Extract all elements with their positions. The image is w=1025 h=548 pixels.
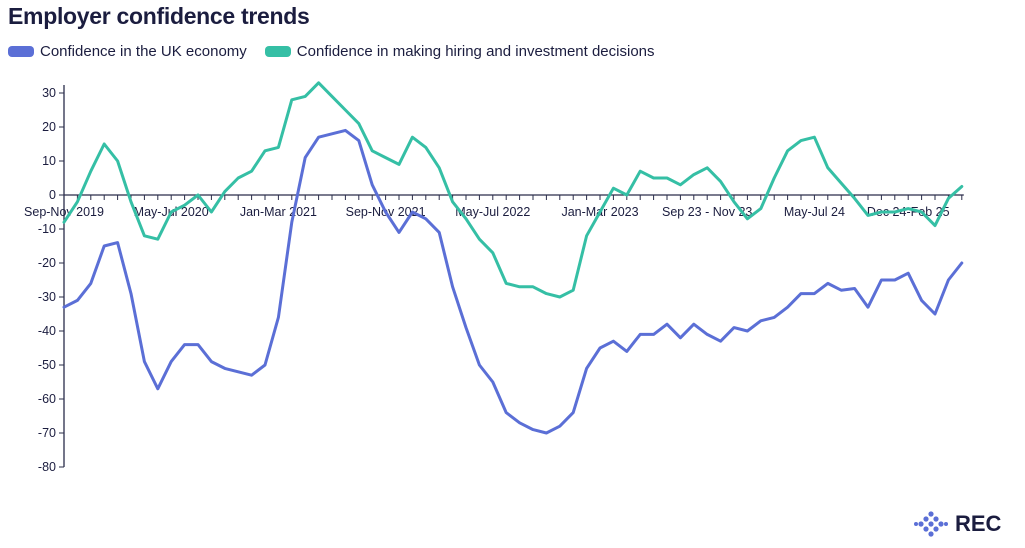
y-tick-label: -10: [38, 222, 56, 236]
legend-item-uk-economy[interactable]: Confidence in the UK economy: [8, 43, 247, 60]
y-tick-label: -80: [38, 460, 56, 474]
x-tick-label: Dec 24-Feb 25: [867, 205, 950, 219]
y-tick-label: -20: [38, 256, 56, 270]
x-tick-label: Sep-Nov 2019: [24, 205, 104, 219]
y-tick-label: -30: [38, 290, 56, 304]
rec-logo: REC: [913, 511, 1001, 537]
y-tick-label: 10: [42, 154, 56, 168]
legend-swatch: [8, 46, 34, 57]
legend-swatch: [264, 46, 291, 57]
x-tick-label: May-Jul 2022: [455, 205, 530, 219]
y-tick-label: 0: [49, 188, 56, 202]
rec-logo-icon: [914, 511, 948, 537]
x-tick-label: Sep 23 - Nov 23: [662, 205, 752, 219]
y-tick-label: -70: [38, 426, 56, 440]
legend-label: Confidence in the UK economy: [40, 43, 247, 60]
y-tick-label: -40: [38, 324, 56, 338]
y-tick-label: 20: [42, 120, 56, 134]
legend-item-hiring-investment[interactable]: Confidence in making hiring and investme…: [264, 43, 655, 60]
y-tick-label: -50: [38, 358, 56, 372]
y-tick-label: -60: [38, 392, 56, 406]
rec-logo-text: REC: [955, 511, 1002, 536]
series-line-0: [62, 128, 964, 435]
x-tick-label: Jan-Mar 2021: [240, 205, 317, 219]
legend-label: Confidence in making hiring and investme…: [296, 43, 655, 60]
x-tick-label: May-Jul 24: [784, 205, 845, 219]
legend: Confidence in the UK economy Confidence …: [8, 43, 655, 60]
chart-title: Employer confidence trends: [8, 3, 310, 29]
y-tick-label: 30: [42, 86, 56, 100]
series-line-1: [62, 81, 964, 299]
